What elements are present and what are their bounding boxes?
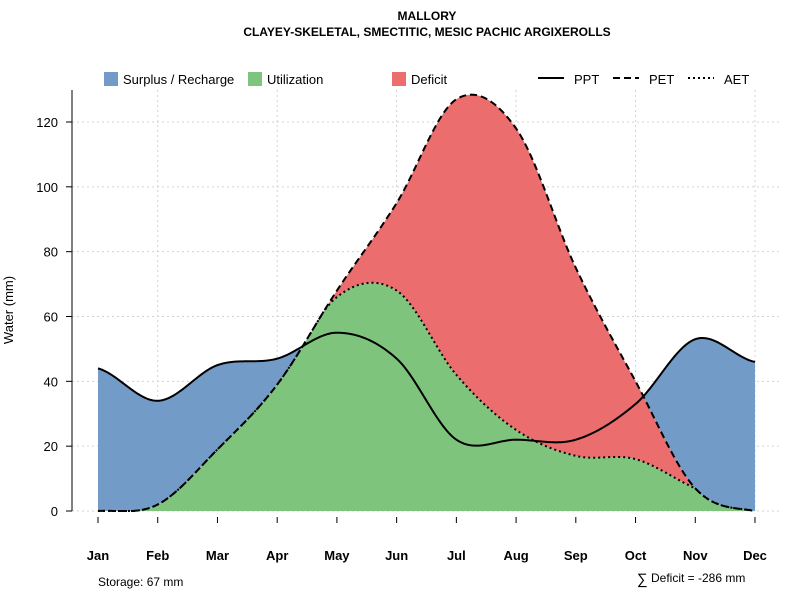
legend-label-ppt: PPT [574,72,599,87]
aet-line [97,281,756,512]
legend-swatch-deficit [392,72,406,86]
legend-swatch-utilization [248,72,262,86]
deficit-annotation: Deficit = -286 mm [651,571,745,585]
legend-label-aet: AET [724,72,749,87]
x-tick-label: Dec [743,548,767,563]
chart-subtitle: CLAYEY-SKELETAL, SMECTITIC, MESIC PACHIC… [243,25,610,39]
legend-label-utilization: Utilization [267,72,323,87]
area-fills [98,94,755,511]
deficit-area [98,94,755,511]
x-tick-label: Sep [564,548,588,563]
x-tick-label: Jul [447,548,466,563]
y-axis-ticks: 0 20 40 60 80 100 120 [36,115,72,519]
x-axis-ticks: Jan Feb Mar Apr May Jun Jul Aug Sep Oct Nov Dec [87,517,767,563]
x-tick-label: Feb [146,548,169,563]
ppt-line [97,331,756,447]
deficit-sum-icon: ∑ [637,571,648,588]
x-tick-label: Jun [385,548,408,563]
x-tick-label: May [324,548,350,563]
legend: Surplus / Recharge Utilization Deficit P… [104,72,749,87]
y-tick-label: 100 [36,180,58,195]
y-tick-label: 20 [44,439,58,454]
x-tick-label: Apr [266,548,288,563]
chart-title: MALLORY [398,9,457,23]
y-tick-label: 0 [51,504,58,519]
x-tick-label: Nov [683,548,708,563]
y-axis-label: Water (mm) [1,276,16,344]
y-tick-label: 40 [44,374,58,389]
x-tick-label: Mar [206,548,229,563]
surplus-area [98,94,755,511]
legend-label-surplus: Surplus / Recharge [123,72,234,87]
x-tick-label: Aug [503,548,528,563]
utilization-area [98,282,755,511]
y-tick-label: 120 [36,115,58,130]
x-tick-label: Jan [87,548,109,563]
y-tick-label: 80 [44,245,58,260]
storage-annotation: Storage: 67 mm [98,575,183,589]
series-lines [97,93,756,512]
legend-label-pet: PET [649,72,674,87]
legend-label-deficit: Deficit [411,72,448,87]
legend-swatch-surplus [104,72,118,86]
y-tick-label: 60 [44,310,58,325]
x-tick-label: Oct [625,548,647,563]
